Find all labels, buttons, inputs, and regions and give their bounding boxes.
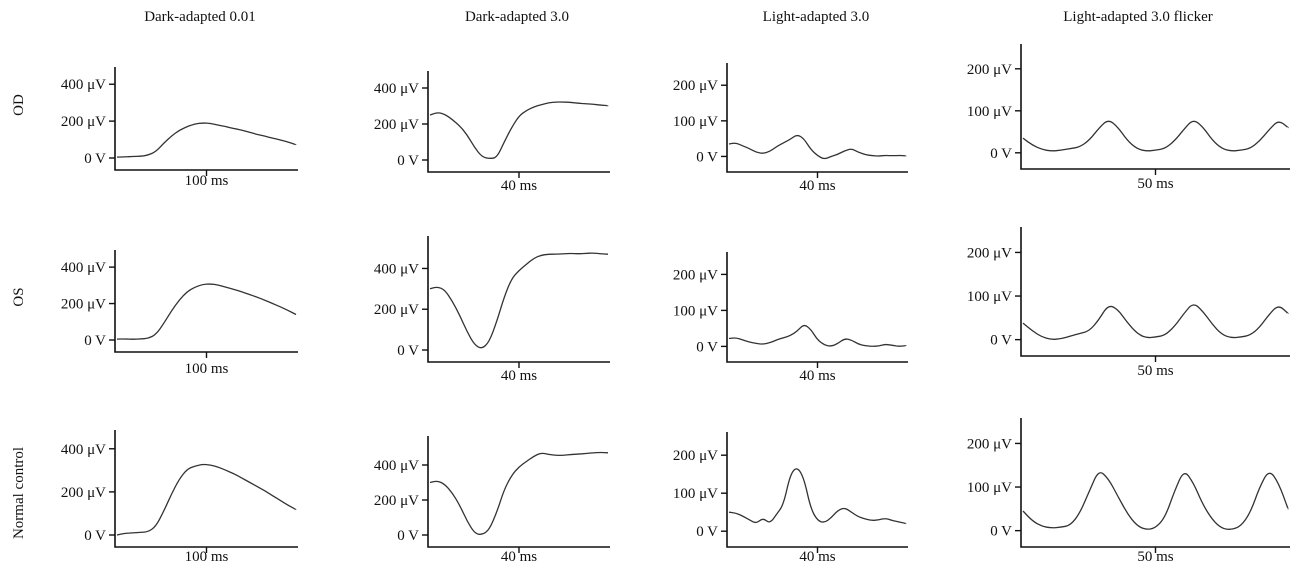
erg-trace	[728, 324, 907, 347]
y-tick-label: 400 μV	[374, 81, 419, 97]
x-scale-label: 40 ms	[501, 368, 537, 384]
y-tick-label: 0 V	[990, 524, 1012, 540]
panel-normal-control-dark-adapted-0-01: 400 μV 200 μV 0 V 100 ms	[61, 430, 298, 565]
row-label-od: OD	[11, 94, 27, 116]
y-tick-label: 200 μV	[374, 302, 419, 318]
panel-od-light-adapted-3-0: 200 μV 100 μV 0 V 40 ms	[673, 63, 908, 194]
erg-trace	[116, 463, 297, 536]
y-tick-label: 0 V	[397, 343, 419, 359]
y-tick-label: 100 μV	[673, 303, 718, 319]
erg-trace	[116, 283, 297, 340]
axis-lines	[726, 252, 908, 363]
y-tick-label: 200 μV	[967, 436, 1012, 452]
x-scale-label: 50 ms	[1137, 549, 1173, 565]
panel-normal-control-light-adapted-3-0-flicker: 200 μV 100 μV 0 V 50 ms	[967, 418, 1290, 565]
y-tick-label: 0 V	[397, 153, 419, 169]
row-labels: OD OS Normal control	[11, 94, 27, 539]
x-scale-label: 100 ms	[185, 173, 229, 189]
x-scale-label: 40 ms	[799, 549, 835, 565]
y-tick-label: 400 μV	[61, 442, 106, 458]
panel-os-light-adapted-3-0: 200 μV 100 μV 0 V 40 ms	[673, 252, 908, 384]
x-scale-label: 40 ms	[501, 178, 537, 194]
column-title-dark-adapted-001: Dark-adapted 0.01	[144, 9, 256, 25]
panel-os-dark-adapted-3-0: 400 μV 200 μV 0 V 40 ms	[374, 236, 610, 384]
erg-trace	[728, 468, 907, 525]
y-tick-label: 200 μV	[673, 448, 718, 464]
y-tick-label: 0 V	[990, 333, 1012, 349]
erg-trace	[1022, 304, 1289, 340]
y-tick-label: 200 μV	[61, 114, 106, 130]
erg-trace	[429, 451, 609, 535]
y-tick-label: 200 μV	[673, 78, 718, 94]
x-scale-label: 100 ms	[185, 361, 229, 377]
y-tick-label: 200 μV	[61, 297, 106, 313]
axis-lines	[1020, 418, 1290, 548]
y-tick-label: 0 V	[990, 146, 1012, 162]
y-tick-label: 0 V	[84, 151, 106, 167]
y-tick-label: 400 μV	[374, 458, 419, 474]
axis-lines	[427, 71, 610, 173]
y-tick-label: 400 μV	[374, 261, 419, 277]
y-tick-label: 100 μV	[967, 480, 1012, 496]
axis-lines	[726, 63, 908, 173]
x-scale-label: 40 ms	[799, 368, 835, 384]
column-titles: Dark-adapted 0.01 Dark-adapted 3.0 Light…	[144, 9, 1213, 25]
y-tick-label: 100 μV	[967, 289, 1012, 305]
y-tick-label: 100 μV	[673, 114, 718, 130]
x-scale-label: 100 ms	[185, 549, 229, 565]
y-tick-label: 0 V	[696, 149, 718, 165]
panel-normal-control-light-adapted-3-0: 200 μV 100 μV 0 V 40 ms	[673, 432, 908, 565]
x-scale-label: 40 ms	[799, 178, 835, 194]
y-tick-label: 200 μV	[374, 493, 419, 509]
axis-lines	[114, 67, 298, 171]
y-tick-label: 200 μV	[967, 62, 1012, 78]
column-title-dark-adapted-30: Dark-adapted 3.0	[465, 9, 569, 25]
axis-lines	[114, 430, 298, 548]
y-tick-label: 100 μV	[673, 486, 718, 502]
erg-trace	[1022, 472, 1289, 530]
row-label-os: OS	[11, 287, 27, 306]
panel-od-light-adapted-3-0-flicker: 200 μV 100 μV 0 V 50 ms	[967, 44, 1290, 192]
erg-trace	[728, 134, 907, 160]
axis-lines	[114, 250, 298, 353]
y-tick-label: 200 μV	[967, 245, 1012, 261]
erg-trace	[1022, 120, 1289, 152]
panel-os-light-adapted-3-0-flicker: 200 μV 100 μV 0 V 50 ms	[967, 227, 1290, 379]
row-label-normal-control: Normal control	[11, 447, 27, 539]
axis-lines	[427, 236, 610, 363]
x-scale-label: 50 ms	[1137, 176, 1173, 192]
y-tick-label: 0 V	[696, 524, 718, 540]
axis-lines	[726, 432, 908, 548]
y-tick-label: 0 V	[696, 339, 718, 355]
y-tick-label: 0 V	[84, 333, 106, 349]
x-scale-label: 40 ms	[501, 549, 537, 565]
panels: 400 μV 200 μV 0 V 100 ms 400 μV 200 μV 0 V 40 m…	[61, 44, 1290, 565]
axis-lines	[427, 436, 610, 548]
y-tick-label: 400 μV	[61, 77, 106, 93]
axis-lines	[1020, 44, 1290, 170]
y-tick-label: 0 V	[397, 528, 419, 544]
y-tick-label: 200 μV	[673, 267, 718, 283]
column-title-light-adapted-30: Light-adapted 3.0	[763, 9, 870, 25]
y-tick-label: 0 V	[84, 528, 106, 544]
erg-trace	[116, 122, 297, 158]
y-tick-label: 200 μV	[374, 117, 419, 133]
y-tick-label: 400 μV	[61, 260, 106, 276]
column-title-light-adapted-30-flicker: Light-adapted 3.0 flicker	[1063, 9, 1213, 25]
panel-od-dark-adapted-3-0: 400 μV 200 μV 0 V 40 ms	[374, 71, 610, 194]
y-tick-label: 100 μV	[967, 104, 1012, 120]
erg-trace	[429, 252, 609, 349]
axis-lines	[1020, 227, 1290, 357]
panel-od-dark-adapted-0-01: 400 μV 200 μV 0 V 100 ms	[61, 67, 298, 189]
panel-os-dark-adapted-0-01: 400 μV 200 μV 0 V 100 ms	[61, 250, 298, 377]
y-tick-label: 200 μV	[61, 485, 106, 501]
erg-trace	[429, 101, 609, 159]
x-scale-label: 50 ms	[1137, 363, 1173, 379]
panel-normal-control-dark-adapted-3-0: 400 μV 200 μV 0 V 40 ms	[374, 436, 610, 565]
